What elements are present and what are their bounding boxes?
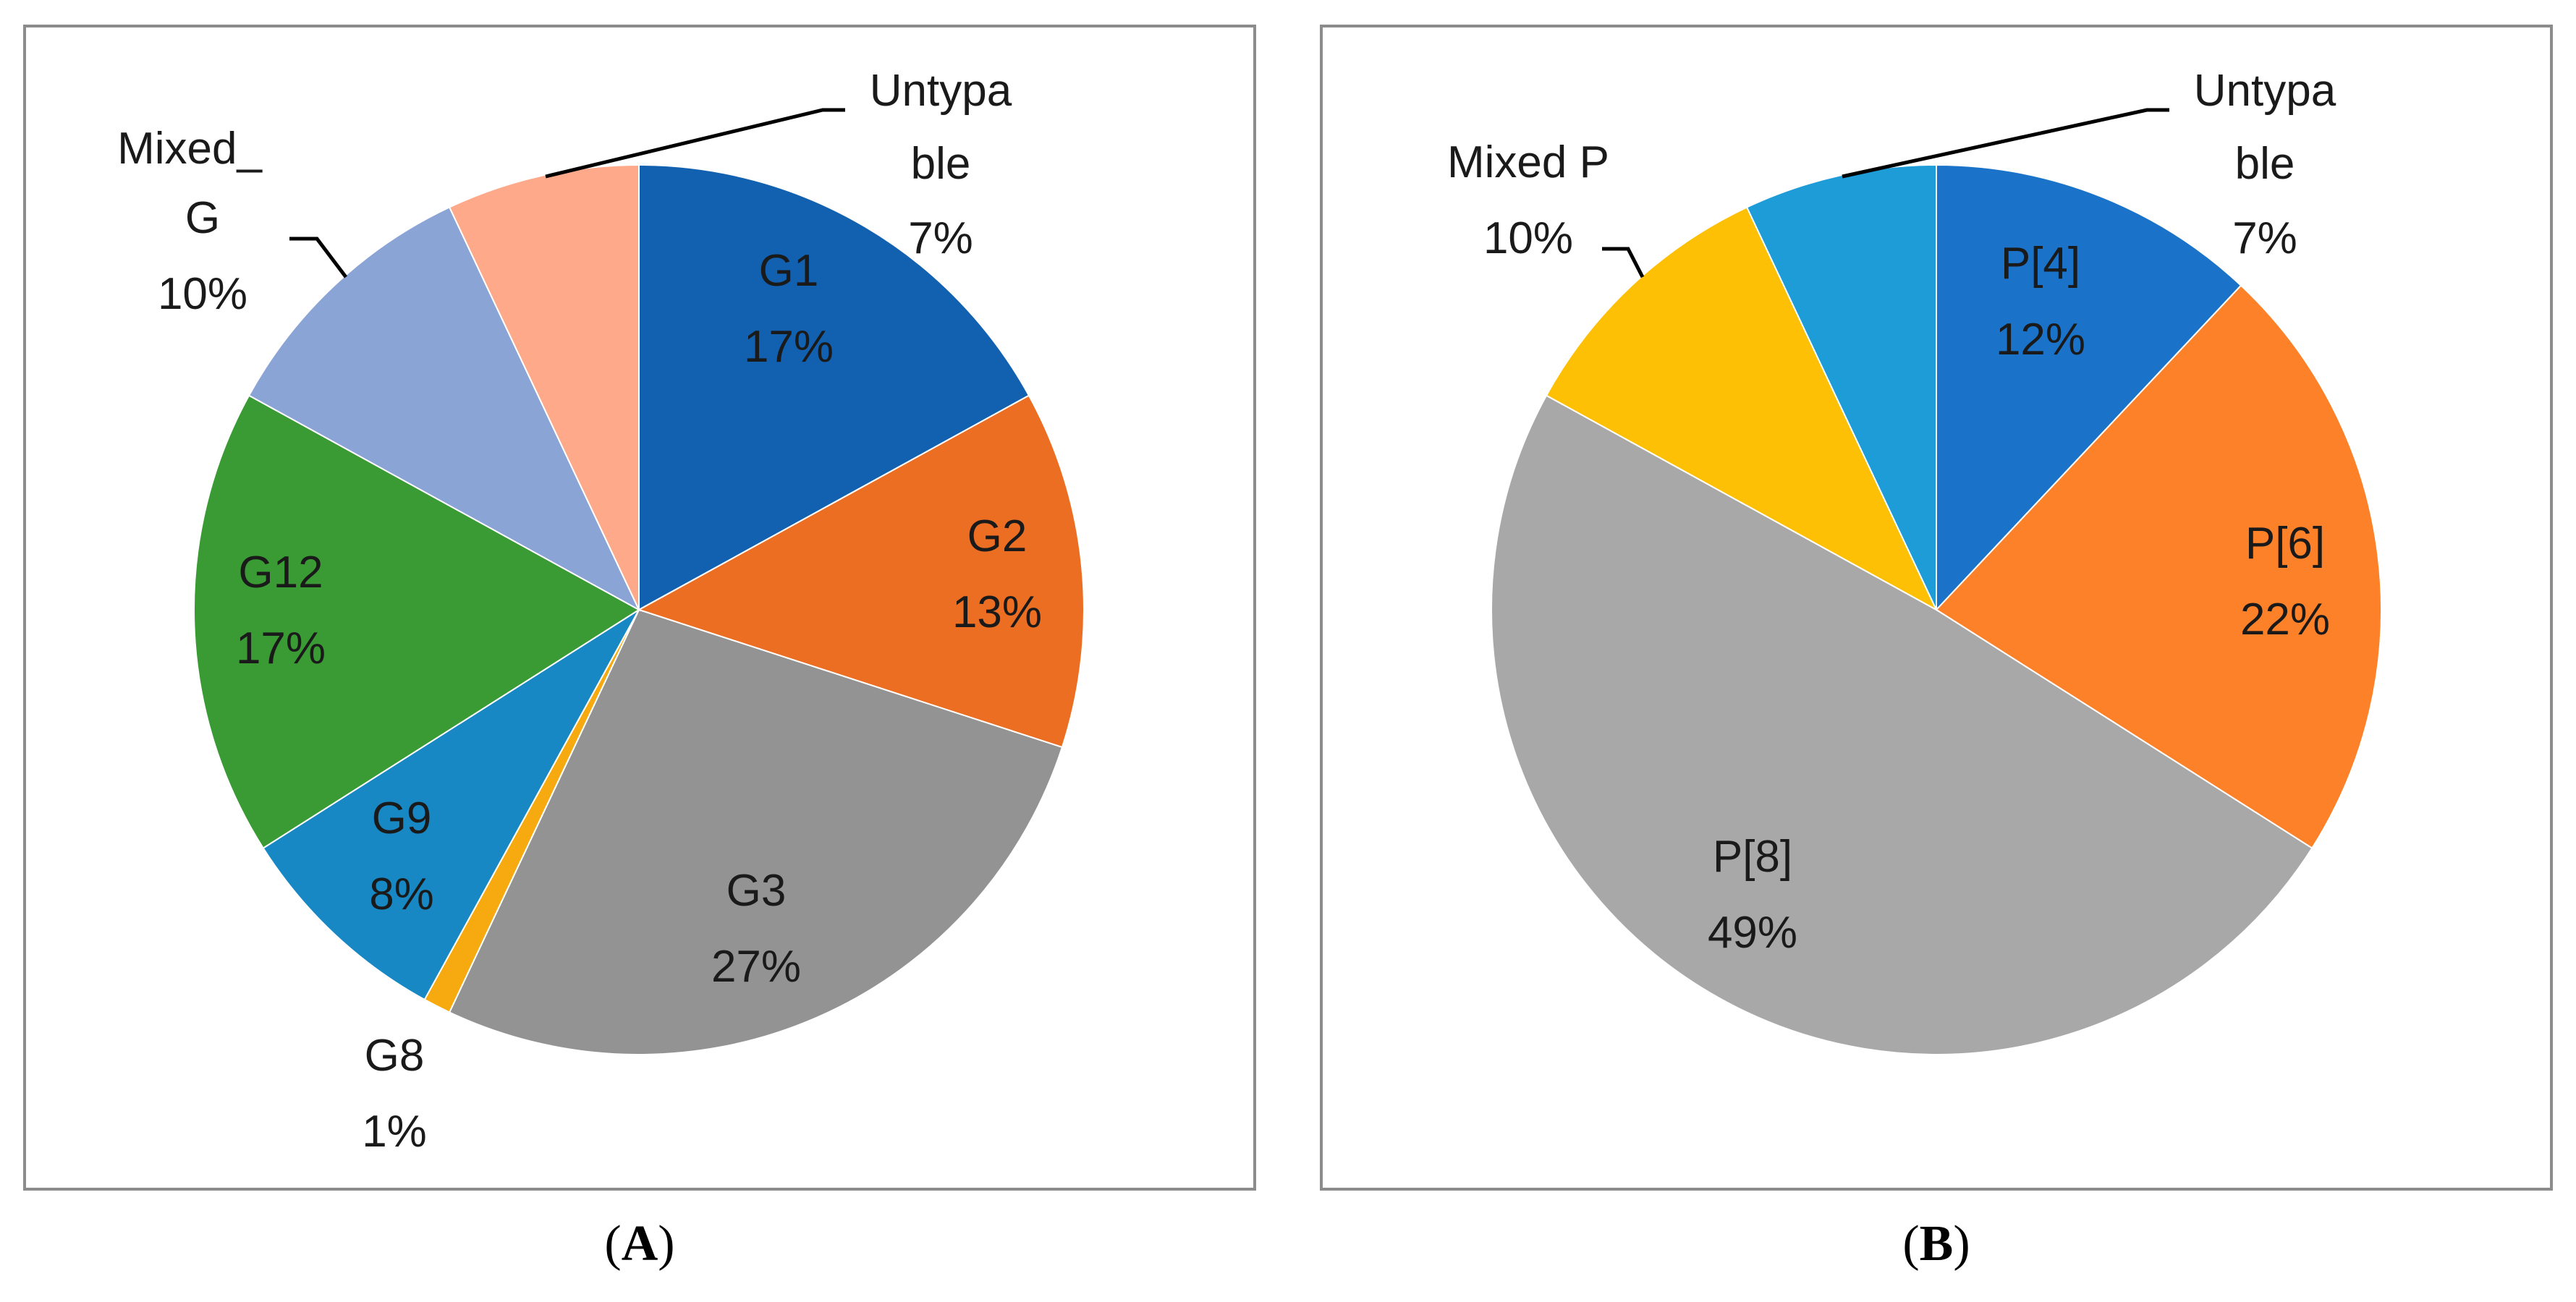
pie-b	[1491, 163, 2382, 1055]
pie-a-slice-g3	[448, 608, 1064, 1055]
label-p4-value: 12%	[1996, 315, 2085, 365]
label-mixed-g: Mixed_ G 10%	[117, 124, 263, 319]
panel-b: P[4] 12% P[6] 22% P[8] 49% Mixed P 10% U…	[1320, 25, 2553, 1272]
label-g9-name: G9	[372, 793, 432, 843]
label-g1-name: G1	[759, 246, 819, 296]
label-mixed-p-name: Mixed P	[1447, 137, 1609, 187]
label-mixed-g-line2: G	[185, 193, 220, 243]
label-untypable-a-value: 7%	[908, 213, 973, 263]
leader-line-mixed-p	[1602, 247, 1645, 278]
label-p8-value: 49%	[1708, 908, 1797, 958]
pie-a-slice-g2	[637, 394, 1085, 749]
label-g1-value: 17%	[744, 322, 834, 372]
pie-a-slice-untypable	[448, 163, 640, 610]
panel-a: G1 17% G2 13% G3 27% G8 1% G9 8% G12 17%…	[23, 25, 1256, 1272]
label-g12: G12 17%	[236, 548, 326, 673]
pie-a-slice-g1	[638, 163, 1030, 611]
label-untypable-a: Untypa ble 7%	[870, 66, 1012, 263]
label-untypable-b-line1: Untypa	[2194, 66, 2336, 116]
label-g12-value: 17%	[236, 624, 326, 673]
pie-a-slice-g12	[193, 394, 640, 849]
pie-b-slice-p-4	[1936, 163, 2242, 612]
panel-b-letter: B	[1920, 1216, 1954, 1272]
label-g2: G2 13%	[952, 511, 1042, 637]
label-p6-value: 22%	[2240, 595, 2330, 644]
label-p4-name: P[4]	[2001, 239, 2080, 289]
label-g9: G9 8%	[369, 793, 434, 919]
label-g8-name: G8	[365, 1031, 425, 1081]
label-g3-name: G3	[726, 866, 787, 916]
panel-b-caption: (B)	[1902, 1216, 1970, 1272]
label-p8: P[8] 49%	[1708, 832, 1797, 958]
label-untypable-b: Untypa ble 7%	[2194, 66, 2336, 263]
label-g8: G8 1%	[362, 1031, 427, 1157]
label-untypable-b-value: 7%	[2232, 213, 2297, 263]
panel-a-caption: (A)	[604, 1216, 674, 1272]
leader-line-mixed-g	[289, 237, 347, 278]
panel-a-letter: A	[622, 1216, 658, 1272]
label-g8-value: 1%	[362, 1107, 427, 1157]
label-p8-name: P[8]	[1713, 832, 1792, 882]
label-untypable-a-line2: ble	[911, 139, 971, 189]
pie-b-slice-p-8	[1491, 394, 2313, 1055]
pie-a-slice-mixed-g	[247, 206, 641, 612]
label-g1: G1 17%	[744, 246, 834, 372]
label-g2-value: 13%	[952, 587, 1042, 637]
label-p6-name: P[6]	[2245, 519, 2325, 569]
label-p4: P[4] 12%	[1996, 239, 2085, 365]
label-g3: G3 27%	[711, 866, 801, 992]
pie-b-slice-mixed-p	[1545, 206, 1939, 612]
label-mixed-g-line1: Mixed_	[117, 124, 263, 174]
label-mixed-g-value: 10%	[158, 269, 247, 319]
leader-line-untypable-b	[1842, 108, 2169, 179]
label-mixed-p: Mixed P 10%	[1447, 137, 1609, 263]
label-mixed-p-value: 10%	[1483, 213, 1573, 263]
label-g3-value: 27%	[711, 942, 801, 992]
pie-b-slice-p-6	[1935, 284, 2382, 849]
label-p6: P[6] 22%	[2240, 519, 2330, 644]
pie-a	[193, 163, 1085, 1055]
label-g2-name: G2	[967, 511, 1028, 561]
label-g9-value: 8%	[369, 869, 434, 919]
pie-b-slice-untypable	[1745, 163, 1937, 610]
label-untypable-b-line2: ble	[2235, 139, 2295, 189]
label-untypable-a-line1: Untypa	[870, 66, 1012, 116]
leader-line-untypable-a	[545, 108, 845, 179]
label-g12-name: G12	[238, 548, 323, 597]
pie-a-slice-g9	[262, 609, 640, 1001]
